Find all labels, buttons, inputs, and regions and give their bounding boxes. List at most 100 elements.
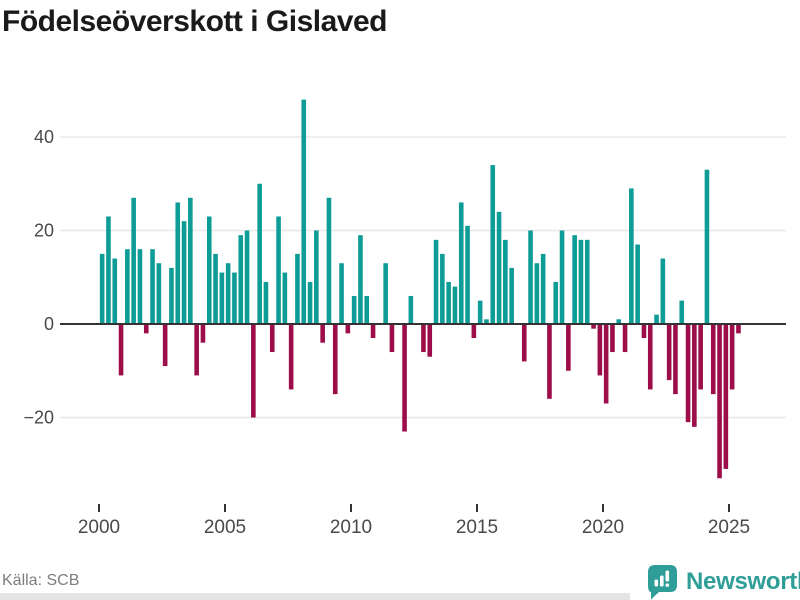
bar-2020Q4 (622, 324, 628, 353)
bar-2019Q4 (597, 324, 603, 376)
bar-2017Q1 (528, 230, 533, 324)
bar-2018Q2 (559, 230, 565, 324)
bar-2004Q2 (206, 216, 212, 324)
bar-2013Q1 (427, 324, 433, 357)
x-tick-label-2010: 2010 (330, 517, 372, 538)
bar-2001Q3 (137, 249, 143, 324)
bar-2023Q3 (692, 324, 697, 427)
bar-2010Q2 (358, 235, 363, 325)
newsworthy-logo-text: Newsworthy (686, 568, 800, 595)
bar-2003Q4 (194, 324, 199, 376)
bar-2012Q4 (421, 324, 426, 353)
bar-2018Q4 (572, 235, 577, 325)
bar-2014Q3 (465, 225, 470, 324)
bar-2016Q4 (521, 324, 527, 362)
bar-2012Q1 (402, 324, 407, 432)
bar-2017Q4 (547, 324, 552, 399)
bar-2009Q3 (339, 263, 344, 324)
bar-2006Q3 (263, 281, 269, 324)
bar-2007Q3 (288, 324, 294, 390)
bar-2007Q1 (276, 216, 281, 324)
x-tick-label-2015: 2015 (456, 517, 498, 538)
bar-2023Q1 (679, 300, 685, 325)
bar-2003Q2 (181, 221, 187, 324)
bar-2014Q4 (471, 324, 477, 339)
bar-2019Q2 (584, 239, 590, 324)
bar-2020Q1 (603, 324, 609, 404)
bar-2022Q2 (660, 258, 666, 324)
newsworthy-speech-bubble-bar-chart-icon (648, 565, 677, 600)
newsworthy-logo: Newsworthy (646, 564, 800, 600)
bar-2005Q3 (238, 235, 244, 325)
bar-2013Q2 (433, 239, 439, 324)
bar-2003Q3 (188, 197, 193, 324)
bar-2001Q1 (125, 249, 130, 324)
bar-2003Q1 (175, 202, 181, 324)
bar-2017Q2 (534, 263, 540, 324)
bar-2021Q2 (635, 244, 640, 324)
x-tick-label-2000: 2000 (78, 517, 120, 538)
bar-2009Q4 (345, 324, 351, 334)
bar-2010Q4 (370, 324, 376, 339)
bar-2023Q2 (685, 324, 691, 423)
bar-2024Q3 (717, 324, 722, 479)
bar-2024Q2 (710, 324, 716, 395)
bar-2025Q1 (729, 324, 735, 390)
bar-2007Q4 (295, 253, 300, 325)
bar-2000Q2 (106, 216, 111, 324)
bar-2001Q2 (131, 197, 136, 324)
source-caption: Källa: SCB (2, 572, 80, 589)
bar-2006Q4 (269, 324, 275, 353)
bar-2016Q2 (509, 267, 514, 324)
bar-2005Q2 (232, 272, 237, 324)
bar-2004Q4 (219, 272, 225, 324)
bar-2009Q2 (332, 324, 338, 395)
bar-2002Q2 (156, 263, 162, 324)
bar-2021Q1 (629, 188, 634, 324)
bar-2010Q3 (364, 295, 370, 324)
bar-2011Q2 (383, 263, 388, 324)
bar-2023Q4 (698, 324, 703, 390)
bar-2001Q4 (143, 324, 149, 334)
bar-2021Q3 (641, 324, 647, 339)
bar-2014Q2 (458, 202, 464, 324)
bar-2022Q4 (673, 324, 678, 395)
bar-2002Q3 (162, 324, 168, 367)
bar-2005Q4 (244, 230, 250, 324)
bar-2017Q3 (540, 253, 546, 325)
bar-2004Q3 (213, 253, 218, 325)
bar-2024Q1 (704, 169, 710, 324)
bar-2008Q4 (320, 324, 325, 343)
bar-2002Q1 (150, 249, 155, 324)
bar-2013Q4 (446, 281, 451, 324)
bar-2012Q2 (408, 295, 414, 324)
bar-2019Q3 (591, 324, 596, 329)
bar-2021Q4 (647, 324, 653, 390)
x-tick-label-2020: 2020 (582, 517, 624, 538)
bar-2009Q1 (326, 197, 332, 324)
bar-2022Q3 (666, 324, 672, 381)
bar-2015Q3 (490, 165, 496, 324)
bar-2018Q3 (566, 324, 571, 371)
chart-title: Födelseöverskott i Gislaved (2, 5, 387, 38)
bar-2005Q1 (225, 263, 231, 324)
bar-2016Q1 (503, 239, 508, 324)
bar-2015Q2 (484, 319, 489, 324)
bar-2000Q4 (118, 324, 124, 376)
x-tick-label-2025: 2025 (708, 517, 750, 538)
bar-2002Q4 (169, 267, 174, 324)
bar-2000Q3 (112, 258, 118, 324)
bar-2006Q2 (257, 183, 262, 324)
bar-2014Q1 (452, 286, 458, 324)
y-tick-label--20: −20 (23, 408, 54, 428)
footer-strip (0, 593, 800, 600)
bar-2007Q2 (282, 272, 288, 324)
bar-2006Q1 (251, 324, 256, 418)
bar-2004Q1 (200, 324, 206, 343)
bar-2000Q1 (99, 253, 105, 325)
bar-2015Q1 (477, 300, 483, 325)
bar-2013Q3 (440, 253, 445, 325)
bar-2008Q1 (301, 99, 307, 324)
